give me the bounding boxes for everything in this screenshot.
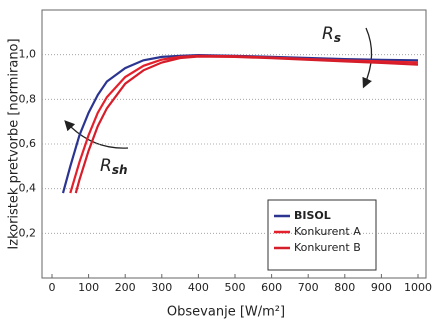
line-series: [61, 53, 419, 194]
arrow-rsh: [64, 120, 129, 149]
x-tick-label: 500: [225, 281, 246, 294]
y-tick-label: 0,6: [19, 137, 37, 150]
y-tick-label: 1,0: [19, 48, 37, 61]
annotation-text: R: [100, 156, 112, 176]
legend-label: BISOL: [294, 209, 331, 222]
line-series: [74, 55, 419, 194]
annotation-text: R: [322, 24, 334, 44]
annotation-sub: s: [334, 31, 341, 45]
y-tick-label: 0,2: [19, 226, 37, 239]
y-axis-label: Izkoristek pretvorbe [normirano]: [7, 38, 22, 249]
x-tick-label: 600: [261, 281, 282, 294]
x-tick-label: 100: [78, 281, 99, 294]
annotation-rsh: Rsh: [100, 156, 128, 177]
arrow-rs: [362, 27, 373, 89]
x-tick-label: 200: [115, 281, 136, 294]
y-tick-label: 0,4: [19, 182, 37, 195]
x-tick-label: 900: [371, 281, 392, 294]
y-tick-label: 0,8: [19, 92, 37, 105]
x-tick-label: 800: [334, 281, 355, 294]
legend-label: Konkurent A: [294, 225, 361, 238]
x-tick-label: 400: [188, 281, 209, 294]
legend-label: Konkurent B: [294, 241, 361, 254]
legend-box: [267, 199, 377, 271]
x-tick-label: 700: [298, 281, 319, 294]
annotation-sub: sh: [112, 163, 128, 177]
x-tick-label: 300: [151, 281, 172, 294]
x-tick-label: 1000: [404, 281, 432, 294]
annotation-rs: Rs: [322, 24, 341, 45]
x-axis-label: Obsevanje [W/m²]: [167, 305, 285, 320]
x-tick-label: 0: [49, 281, 56, 294]
